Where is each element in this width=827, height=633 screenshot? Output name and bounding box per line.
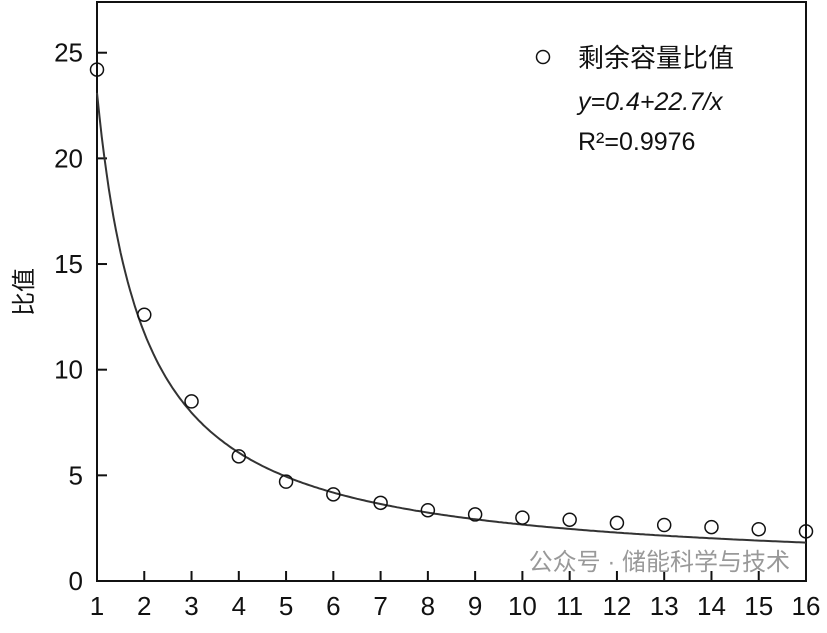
x-tick-label: 13 [650, 591, 679, 621]
y-axis-label: 比值 [11, 268, 38, 316]
data-point [609, 515, 625, 531]
x-tick-label: 6 [326, 591, 340, 621]
data-point [89, 62, 105, 77]
data-point [420, 502, 436, 518]
x-tick-label: 9 [468, 591, 482, 621]
x-tick-label: 12 [602, 591, 631, 621]
x-tick-label: 1 [90, 591, 104, 621]
watermark: 公众号 · 储能科学与技术 [529, 549, 790, 576]
legend: 剩余容量比值 y=0.4+22.7/x R²=0.9976 [535, 43, 734, 156]
data-point [278, 474, 294, 489]
y-tick-label: 5 [69, 460, 83, 490]
data-point [184, 394, 199, 409]
x-tick-label: 4 [232, 591, 246, 621]
data-point [798, 524, 814, 539]
data-point [467, 507, 483, 522]
fit-equation: y=0.4+22.7/x [576, 88, 724, 116]
r-squared: R²=0.9976 [578, 128, 695, 156]
data-point [373, 495, 388, 511]
y-tick-label: 0 [69, 566, 83, 596]
y-tick-label: 20 [54, 143, 83, 173]
legend-label: 剩余容量比值 [578, 43, 734, 73]
data-point [231, 449, 247, 464]
x-tick-label: 8 [421, 591, 435, 621]
x-tick-label: 2 [137, 591, 151, 621]
data-point [137, 307, 152, 322]
x-tick-label: 5 [279, 591, 293, 621]
data-point [326, 487, 341, 502]
fit-curve [96, 92, 807, 544]
x-tick-label: 11 [556, 591, 583, 621]
data-point [656, 517, 672, 533]
x-tick-label: 3 [184, 591, 198, 621]
x-tick-label: 14 [697, 591, 726, 621]
x-tick-label: 16 [792, 591, 821, 621]
y-tick-label: 25 [54, 38, 83, 68]
x-tick-label: 15 [744, 591, 773, 621]
legend-marker [535, 49, 551, 65]
x-tick-label: 10 [508, 591, 537, 621]
data-point [704, 519, 719, 535]
data-point [751, 521, 766, 537]
data-point [562, 512, 577, 527]
y-tick-label: 10 [54, 355, 83, 385]
x-tick-label: 7 [373, 591, 387, 621]
plot-frame [96, 1, 807, 582]
data-point [515, 510, 530, 525]
y-tick-label: 15 [54, 249, 83, 279]
